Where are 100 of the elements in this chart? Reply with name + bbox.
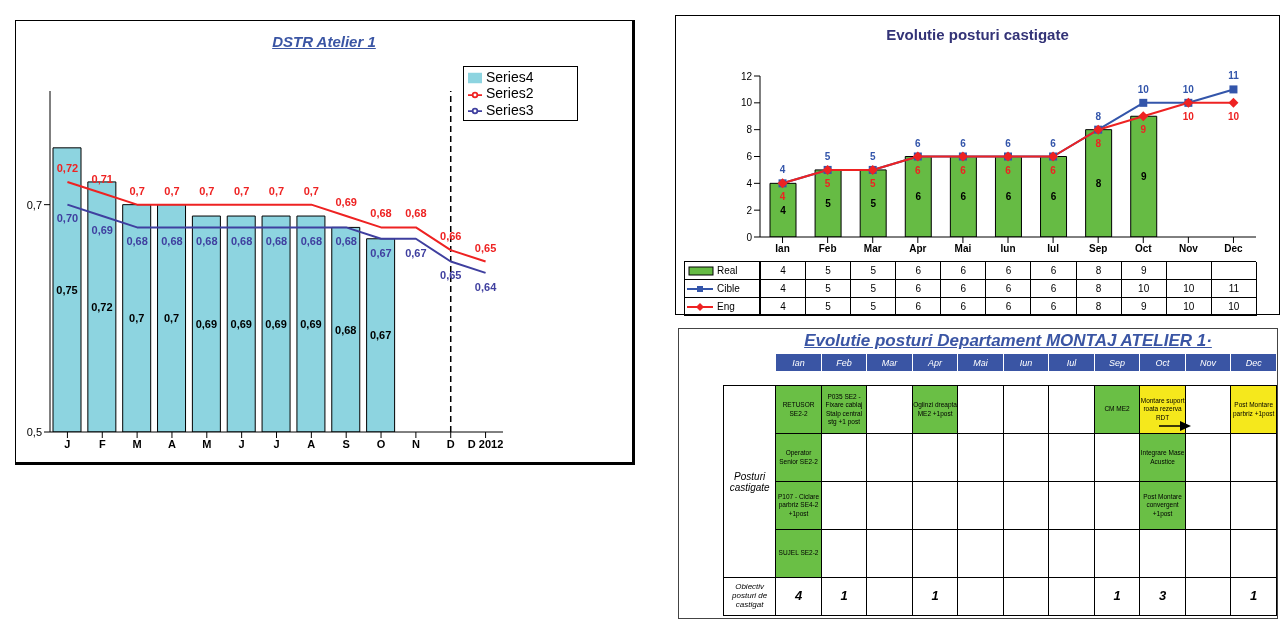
x-tick-label: A bbox=[307, 437, 316, 450]
y-tick-label: 8 bbox=[746, 124, 753, 136]
data-label: 6 bbox=[960, 191, 967, 203]
category-label: Mai bbox=[957, 353, 1004, 372]
category-label: Nov bbox=[1185, 353, 1231, 372]
text: 5 bbox=[825, 283, 831, 294]
data-label: 6 bbox=[1050, 191, 1057, 203]
text: 6 bbox=[1005, 283, 1012, 294]
data-label: 0,7 bbox=[129, 312, 145, 325]
y-tick-label: 6 bbox=[746, 151, 753, 163]
data-label: 0,68 bbox=[126, 235, 148, 248]
data-label: 5 bbox=[869, 178, 876, 190]
legend-label: Series2 bbox=[486, 85, 534, 102]
x-tick-label: J bbox=[64, 437, 71, 450]
text: 4 bbox=[794, 588, 803, 604]
data-label: 5 bbox=[825, 198, 832, 210]
text: Evolutie posturi Departament MONTAJ ATELIER 1· bbox=[803, 330, 1213, 352]
data-label: 9 bbox=[1140, 124, 1147, 136]
data-label: 0,69 bbox=[335, 196, 357, 209]
y-tick-label: 0 bbox=[746, 231, 753, 243]
text: 6 bbox=[960, 265, 967, 276]
x-tick-label: N bbox=[411, 437, 420, 450]
data-label: 9 bbox=[1140, 171, 1147, 183]
text: 6 bbox=[915, 265, 922, 276]
data-label: 0,7 bbox=[234, 184, 250, 197]
x-tick-label: Ian bbox=[775, 243, 790, 255]
x-tick-label: A bbox=[167, 437, 176, 450]
x-tick-label: S bbox=[342, 437, 350, 450]
legend-label: Real bbox=[685, 262, 760, 280]
x-tick-label: Mai bbox=[954, 243, 972, 255]
data-label: 0,69 bbox=[91, 223, 113, 236]
x-tick-label: F bbox=[98, 437, 106, 450]
data-label: 0,7 bbox=[303, 184, 319, 197]
data-label: 5 bbox=[824, 150, 831, 162]
data-label: 4 bbox=[779, 164, 786, 176]
data-label: 0,68 bbox=[230, 235, 253, 248]
text: 6 bbox=[1050, 283, 1057, 294]
text: 9 bbox=[1140, 301, 1147, 312]
data-label: 6 bbox=[960, 164, 967, 176]
text: 11 bbox=[1228, 283, 1240, 294]
x-tick-label: D bbox=[446, 437, 455, 450]
data-label: 6 bbox=[1050, 137, 1057, 149]
text: 10 bbox=[1138, 283, 1150, 294]
x-tick-label: Nov bbox=[1178, 243, 1199, 255]
category-label: Sep bbox=[1094, 353, 1140, 372]
y-tick-label: 2 bbox=[746, 204, 753, 216]
text: 1 bbox=[1250, 588, 1258, 604]
data-label: 4 bbox=[780, 204, 787, 216]
text: 8 bbox=[1095, 283, 1102, 294]
data-label: 0,7 bbox=[129, 184, 145, 197]
data-label: 0,68 bbox=[300, 235, 323, 248]
text: 5 bbox=[870, 265, 876, 276]
data-label: 5 bbox=[824, 178, 831, 190]
data-label: 6 bbox=[1005, 164, 1012, 176]
category-label: Oct bbox=[1139, 353, 1186, 372]
category-label: Iun bbox=[1003, 353, 1049, 372]
data-label: 0,68 bbox=[335, 323, 357, 336]
data-label: 0,68 bbox=[370, 207, 392, 220]
data-label: 6 bbox=[915, 164, 922, 176]
data-label: 10 bbox=[1182, 83, 1195, 95]
x-tick-label: J bbox=[273, 437, 280, 450]
data-label: 0,69 bbox=[230, 317, 252, 330]
x-tick-label: Iul bbox=[1047, 243, 1060, 255]
x-tick-label: Mar bbox=[863, 243, 882, 255]
data-label: 6 bbox=[915, 137, 922, 149]
text: 6 bbox=[1005, 301, 1012, 312]
data-label: 0,67 bbox=[370, 246, 392, 259]
data-label: 0,68 bbox=[196, 235, 218, 248]
x-tick-label: Oct bbox=[1134, 243, 1153, 255]
category-label: Mar bbox=[866, 353, 913, 372]
legend-label: Series4 bbox=[486, 69, 534, 85]
data-label: 0,72 bbox=[56, 161, 79, 174]
text: 8 bbox=[1095, 301, 1102, 312]
data-label: 0,7 bbox=[268, 184, 285, 197]
data-label: 6 bbox=[915, 191, 922, 203]
x-tick-label: M bbox=[132, 437, 142, 450]
text: 10 bbox=[1183, 283, 1195, 294]
data-label: 0,69 bbox=[265, 317, 287, 330]
x-tick-label: D 2012 bbox=[467, 437, 504, 450]
text: 4 bbox=[780, 265, 786, 276]
text: 5 bbox=[825, 301, 831, 312]
data-label: 8 bbox=[1095, 110, 1102, 122]
text: 4 bbox=[780, 301, 786, 312]
text: 5 bbox=[870, 283, 876, 294]
category-label: Iul bbox=[1048, 353, 1095, 372]
text: 8 bbox=[1095, 265, 1102, 276]
x-tick-label: Dec bbox=[1224, 243, 1244, 255]
data-label: 0,70 bbox=[56, 212, 79, 225]
text: 5 bbox=[870, 301, 876, 312]
x-tick-label: O bbox=[376, 437, 386, 450]
text: 1 bbox=[1113, 588, 1121, 604]
data-label: 0,7 bbox=[199, 184, 215, 197]
data-label: 0,68 bbox=[335, 235, 357, 248]
chart-title: DSTR Atelier 1 bbox=[271, 33, 377, 50]
text: 6 bbox=[915, 283, 922, 294]
data-label: 6 bbox=[1050, 164, 1057, 176]
x-tick-label: Sep bbox=[1089, 243, 1108, 255]
data-label: 5 bbox=[870, 198, 877, 210]
data-label: 0,69 bbox=[300, 317, 322, 330]
legend-label: Eng bbox=[685, 298, 760, 316]
